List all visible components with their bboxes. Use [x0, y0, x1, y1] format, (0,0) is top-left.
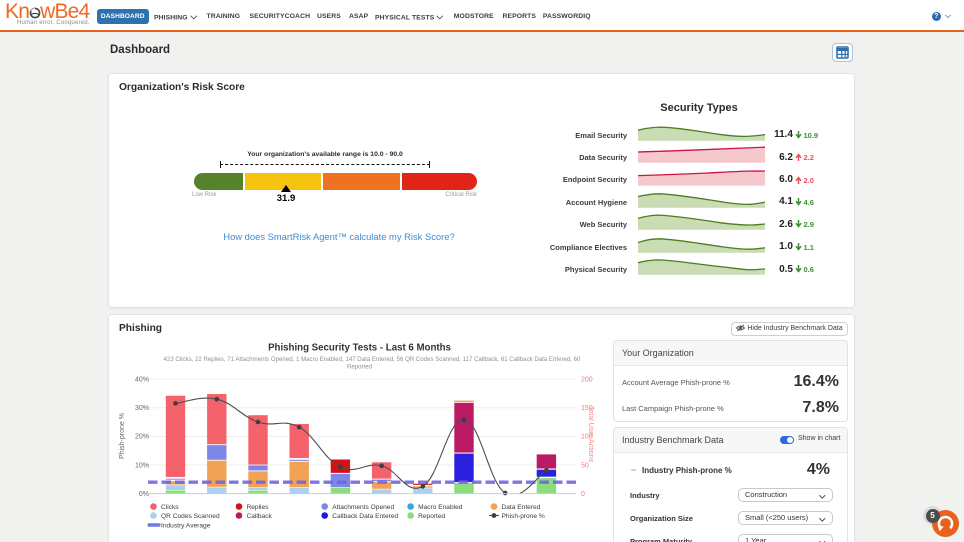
svg-text:Total User Actions: Total User Actions	[587, 406, 594, 463]
svg-text:Phishing Security Tests - Last: Phishing Security Tests - Last 6 Months	[268, 343, 451, 354]
svg-text:40%: 40%	[135, 376, 149, 383]
svg-text:20%: 20%	[135, 434, 149, 441]
svg-text:150: 150	[581, 405, 593, 412]
svg-text:10%: 10%	[135, 462, 149, 469]
svg-text:Data Entered: Data Entered	[502, 504, 541, 511]
svg-text:Replies: Replies	[247, 504, 270, 511]
svg-text:Reported: Reported	[418, 513, 445, 520]
svg-text:Reported: Reported	[347, 364, 372, 371]
svg-text:100: 100	[581, 434, 593, 441]
svg-text:30%: 30%	[135, 405, 149, 412]
svg-text:QR Codes Scanned: QR Codes Scanned	[161, 513, 220, 520]
svg-text:Callback Data Entered: Callback Data Entered	[332, 513, 398, 520]
svg-text:Macro Enabled: Macro Enabled	[418, 504, 463, 511]
svg-text:0%: 0%	[139, 491, 149, 498]
svg-text:Phish-prone %: Phish-prone %	[119, 413, 126, 459]
svg-text:Callback: Callback	[247, 513, 273, 520]
svg-text:Clicks: Clicks	[161, 504, 179, 511]
svg-text:Industry Average: Industry Average	[161, 523, 211, 530]
svg-text:200: 200	[581, 376, 593, 383]
svg-text:Phish-prone %: Phish-prone %	[502, 513, 545, 520]
svg-text:Attachments Opened: Attachments Opened	[332, 504, 394, 511]
svg-text:0: 0	[581, 491, 585, 498]
svg-text:423 Clicks, 22 Replies, 71 Att: 423 Clicks, 22 Replies, 71 Attachments O…	[164, 356, 581, 363]
svg-text:50: 50	[581, 462, 589, 469]
